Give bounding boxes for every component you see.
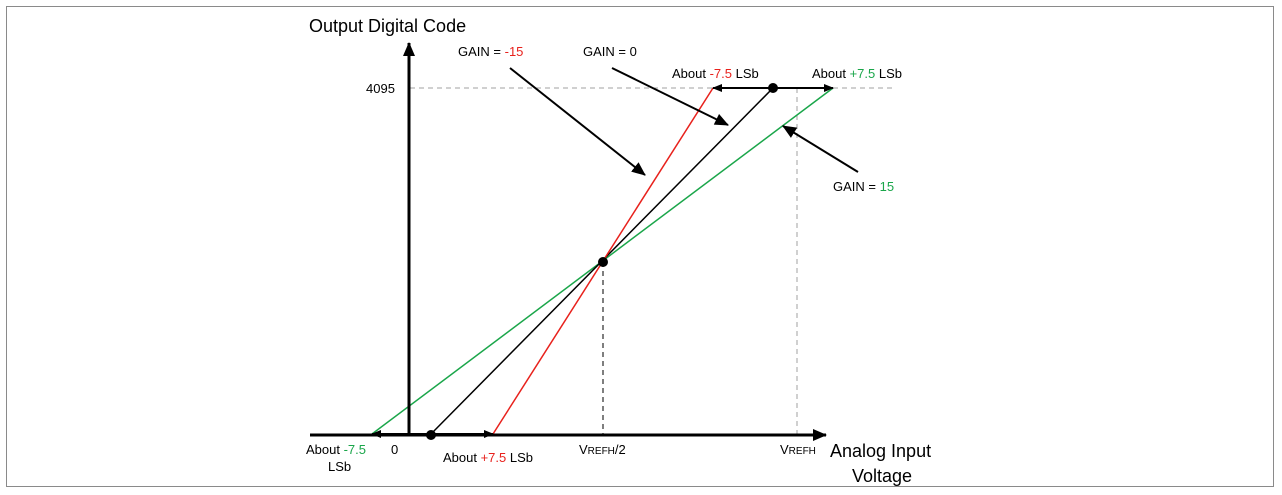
x-axis-title-line1: Analog Input (830, 441, 931, 461)
y-axis-title: Output Digital Code (309, 16, 466, 36)
midpoint-dot (598, 257, 608, 267)
bottom-left-offset-label-line2: LSb (328, 459, 351, 474)
gain-neg-pointer-arrow (509, 67, 646, 176)
top-left-offset-label: About -7.5 LSb (672, 66, 759, 81)
top-dot (768, 83, 778, 93)
bottom-right-offset-label: About +7.5 LSb (443, 450, 533, 465)
y-tick-4095: 4095 (366, 81, 395, 96)
x-tick-vrefh-half: VREFH/2 (579, 442, 626, 457)
bottom-dot (426, 430, 436, 440)
gain-pos-pointer-arrow (782, 125, 859, 173)
top-right-offset-label: About +7.5 LSb (812, 66, 902, 81)
x-tick-vrefh: VREFH (780, 442, 816, 457)
x-tick-0: 0 (391, 442, 398, 457)
x-axis-title-line2: Voltage (852, 466, 912, 486)
gain-pos-label: GAIN = 15 (833, 179, 894, 194)
diagram-frame (6, 6, 1274, 487)
bottom-left-offset-label: About -7.5 (306, 442, 366, 457)
gain-neg-label: GAIN = -15 (458, 44, 523, 59)
gain-zero-pointer-arrow (611, 67, 729, 126)
gain-zero-label: GAIN = 0 (583, 44, 637, 59)
